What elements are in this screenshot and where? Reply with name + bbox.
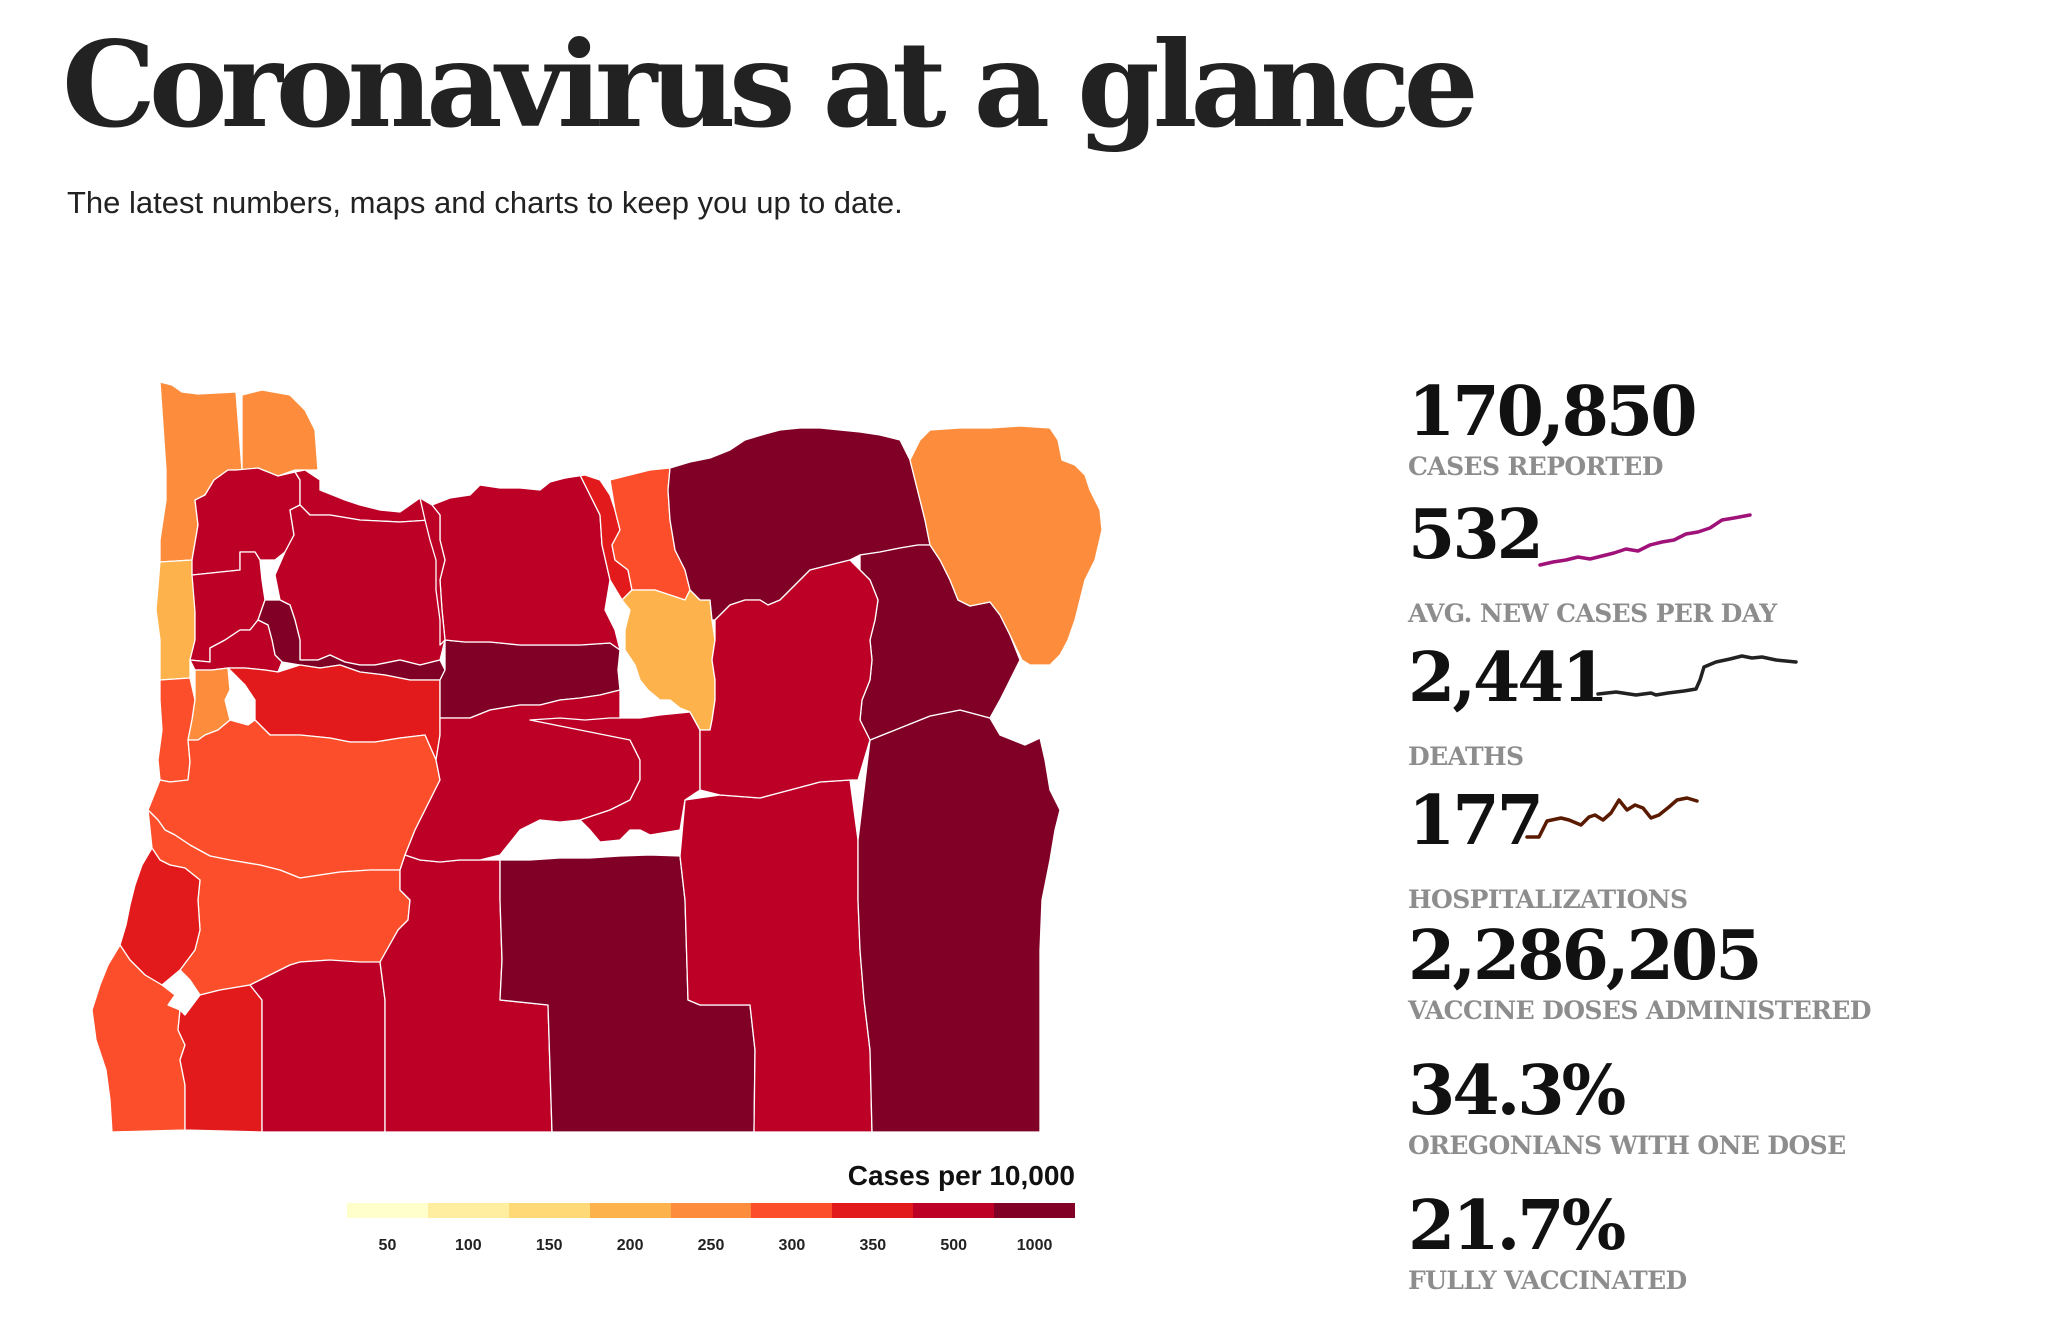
legend-label: 350 (859, 1237, 887, 1254)
legend-label: 150 (535, 1237, 563, 1254)
legend-swatch-350 (832, 1203, 914, 1218)
county-hood-river (419, 497, 446, 646)
legend-label: 500 (940, 1237, 968, 1254)
stat-label: AVG. NEW CASES PER DAY (1408, 599, 1777, 628)
stat-avg-new-cases: 532 AVG. NEW CASES PER DAY (1408, 495, 2008, 638)
county-coos (119, 847, 201, 986)
county-shapes (91, 381, 1103, 1133)
county-wheeler (699, 559, 879, 799)
legend-swatch-1000 (994, 1203, 1076, 1218)
legend-label: 100 (454, 1237, 482, 1254)
page-title: Coronavirus at a glance (62, 15, 1479, 154)
county-morrow (621, 589, 716, 731)
county-multnomah (294, 469, 441, 523)
legend-swatch-500 (913, 1203, 995, 1218)
legend-labels: 50 100 150 200 250 300 350 500 1000 (347, 1237, 1075, 1261)
legend-swatch-200 (589, 1203, 671, 1218)
county-crook (529, 711, 701, 843)
stat-value: 532 (1408, 495, 1544, 575)
stat-value: 170,850 (1408, 372, 1698, 452)
legend-swatch-250 (670, 1203, 752, 1218)
stat-deaths: 2,441 DEATHS (1408, 638, 2008, 781)
county-josephine (177, 984, 263, 1133)
legend-swatch-50 (347, 1203, 428, 1218)
stat-label: HOSPITALIZATIONS (1408, 885, 1688, 914)
legend-label: 300 (778, 1237, 806, 1254)
stat-label: OREGONIANS WITH ONE DOSE (1408, 1131, 1846, 1160)
stats-panel: 170,850 CASES REPORTED 532 AVG. NEW CASE… (1408, 372, 2008, 1296)
stat-label: CASES REPORTED (1408, 452, 1663, 481)
legend-label: 200 (616, 1237, 644, 1254)
legend-title: Cases per 10,000 (847, 1160, 1075, 1191)
stat-value: 2,286,205 (1408, 916, 1763, 996)
county-wallowa (909, 425, 1103, 666)
page-subtitle: The latest numbers, maps and charts to k… (67, 185, 903, 220)
oregon-county-map (91, 381, 1103, 1133)
legend-swatch-300 (751, 1203, 833, 1218)
county-wasco (431, 474, 621, 651)
stat-hospitalizations: 177 HOSPITALIZATIONS (1408, 781, 2008, 916)
stat-value: 34.3% (1408, 1051, 1626, 1131)
stat-label: VACCINE DOSES ADMINISTERED (1408, 996, 1872, 1025)
legend-color-bar (347, 1203, 1076, 1218)
legend-label: 1000 (1016, 1237, 1053, 1254)
stat-label: FULLY VACCINATED (1408, 1266, 1687, 1295)
stat-value: 21.7% (1408, 1186, 1626, 1266)
county-jackson (249, 959, 386, 1133)
new-cases-sparkline (1538, 513, 1752, 567)
hospitalizations-sparkline (1525, 796, 1699, 839)
stat-one-dose: 34.3% OREGONIANS WITH ONE DOSE (1408, 1051, 2008, 1186)
stat-cases-reported: 170,850 CASES REPORTED (1408, 372, 2008, 495)
deaths-sparkline (1596, 654, 1798, 697)
legend-label: 250 (697, 1237, 725, 1254)
stat-value: 177 (1408, 781, 1544, 861)
stat-label: DEATHS (1408, 742, 1524, 771)
stat-fully-vaccinated: 21.7% FULLY VACCINATED (1408, 1186, 2008, 1296)
stat-value: 2,441 (1408, 638, 1609, 718)
county-malheur (857, 709, 1061, 1133)
stat-vaccine-doses: 2,286,205 VACCINE DOSES ADMINISTERED (1408, 916, 2008, 1051)
legend-swatch-150 (508, 1203, 590, 1218)
county-columbia (241, 389, 319, 477)
legend-swatch-100 (427, 1203, 509, 1218)
legend-label: 50 (378, 1237, 397, 1254)
